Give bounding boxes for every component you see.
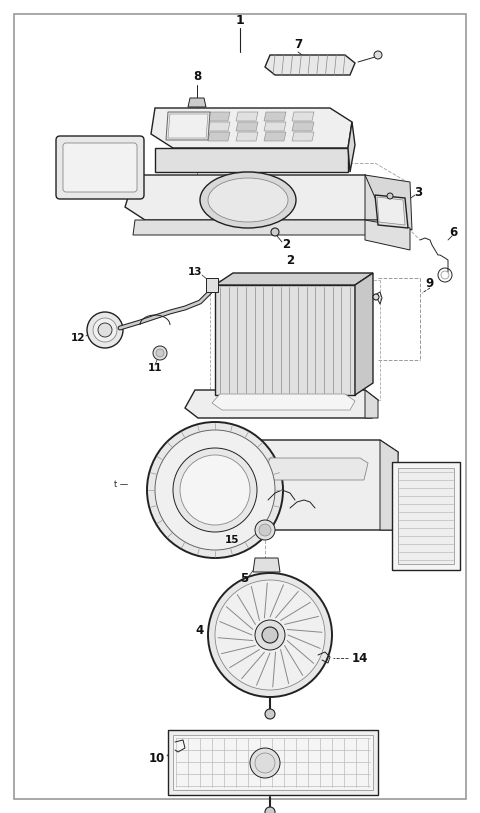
Polygon shape [133, 220, 380, 235]
Text: 8: 8 [193, 71, 201, 84]
Circle shape [262, 627, 278, 643]
Polygon shape [212, 394, 355, 410]
Circle shape [155, 430, 275, 550]
Polygon shape [292, 132, 314, 141]
Circle shape [265, 709, 275, 719]
Polygon shape [188, 98, 206, 107]
Circle shape [153, 346, 167, 360]
Circle shape [93, 318, 117, 342]
Bar [168, 730, 378, 795]
Polygon shape [208, 112, 230, 121]
Polygon shape [125, 175, 385, 220]
Polygon shape [292, 112, 314, 121]
Polygon shape [365, 390, 378, 418]
Polygon shape [380, 440, 398, 530]
Text: 10: 10 [149, 751, 165, 764]
Circle shape [180, 455, 250, 525]
Polygon shape [265, 55, 355, 75]
Circle shape [215, 580, 325, 690]
Polygon shape [375, 195, 408, 228]
Text: 13: 13 [188, 267, 202, 277]
Ellipse shape [200, 172, 296, 228]
Polygon shape [215, 285, 355, 395]
Polygon shape [236, 122, 258, 131]
Polygon shape [348, 122, 355, 172]
Polygon shape [264, 458, 368, 480]
Circle shape [373, 294, 379, 300]
Circle shape [255, 753, 275, 773]
Circle shape [259, 524, 271, 536]
Polygon shape [248, 440, 398, 530]
Bar [398, 468, 454, 564]
Polygon shape [264, 122, 286, 131]
Circle shape [87, 312, 123, 348]
Text: 11: 11 [148, 363, 162, 373]
FancyBboxPatch shape [63, 143, 137, 192]
Polygon shape [365, 175, 385, 220]
Polygon shape [155, 148, 348, 172]
Polygon shape [215, 273, 373, 285]
Polygon shape [365, 220, 410, 250]
Text: 9: 9 [426, 276, 434, 289]
Polygon shape [208, 122, 230, 131]
Text: 15: 15 [225, 535, 239, 545]
Circle shape [250, 748, 280, 778]
Bar [173, 735, 373, 790]
Bar [392, 462, 460, 570]
Circle shape [255, 520, 275, 540]
Polygon shape [236, 132, 258, 141]
Text: 3: 3 [414, 185, 422, 198]
Polygon shape [151, 108, 352, 148]
Text: 5: 5 [240, 572, 248, 585]
Text: 2: 2 [282, 237, 290, 250]
Polygon shape [166, 112, 210, 140]
Circle shape [147, 422, 283, 558]
Text: 6: 6 [449, 225, 457, 238]
Circle shape [265, 807, 275, 813]
Circle shape [98, 323, 112, 337]
Polygon shape [292, 122, 314, 131]
Polygon shape [264, 132, 286, 141]
Circle shape [255, 620, 285, 650]
Polygon shape [377, 197, 405, 225]
Circle shape [208, 573, 332, 697]
Polygon shape [236, 112, 258, 121]
Polygon shape [355, 273, 373, 395]
Circle shape [387, 193, 393, 199]
Ellipse shape [208, 178, 288, 222]
Circle shape [374, 51, 382, 59]
Circle shape [271, 228, 279, 236]
Polygon shape [168, 114, 208, 138]
Polygon shape [264, 112, 286, 121]
FancyBboxPatch shape [56, 136, 144, 199]
Text: 14: 14 [352, 651, 368, 664]
Text: 1: 1 [236, 14, 244, 27]
Text: 7: 7 [294, 38, 302, 51]
Text: 2: 2 [286, 254, 294, 267]
Polygon shape [206, 278, 218, 292]
Text: 4: 4 [196, 624, 204, 637]
Polygon shape [185, 390, 378, 418]
Polygon shape [365, 175, 412, 230]
Polygon shape [253, 558, 280, 572]
Circle shape [156, 349, 164, 357]
Text: 12: 12 [71, 333, 85, 343]
Text: t —: t — [114, 480, 128, 489]
Circle shape [173, 448, 257, 532]
Polygon shape [208, 132, 230, 141]
